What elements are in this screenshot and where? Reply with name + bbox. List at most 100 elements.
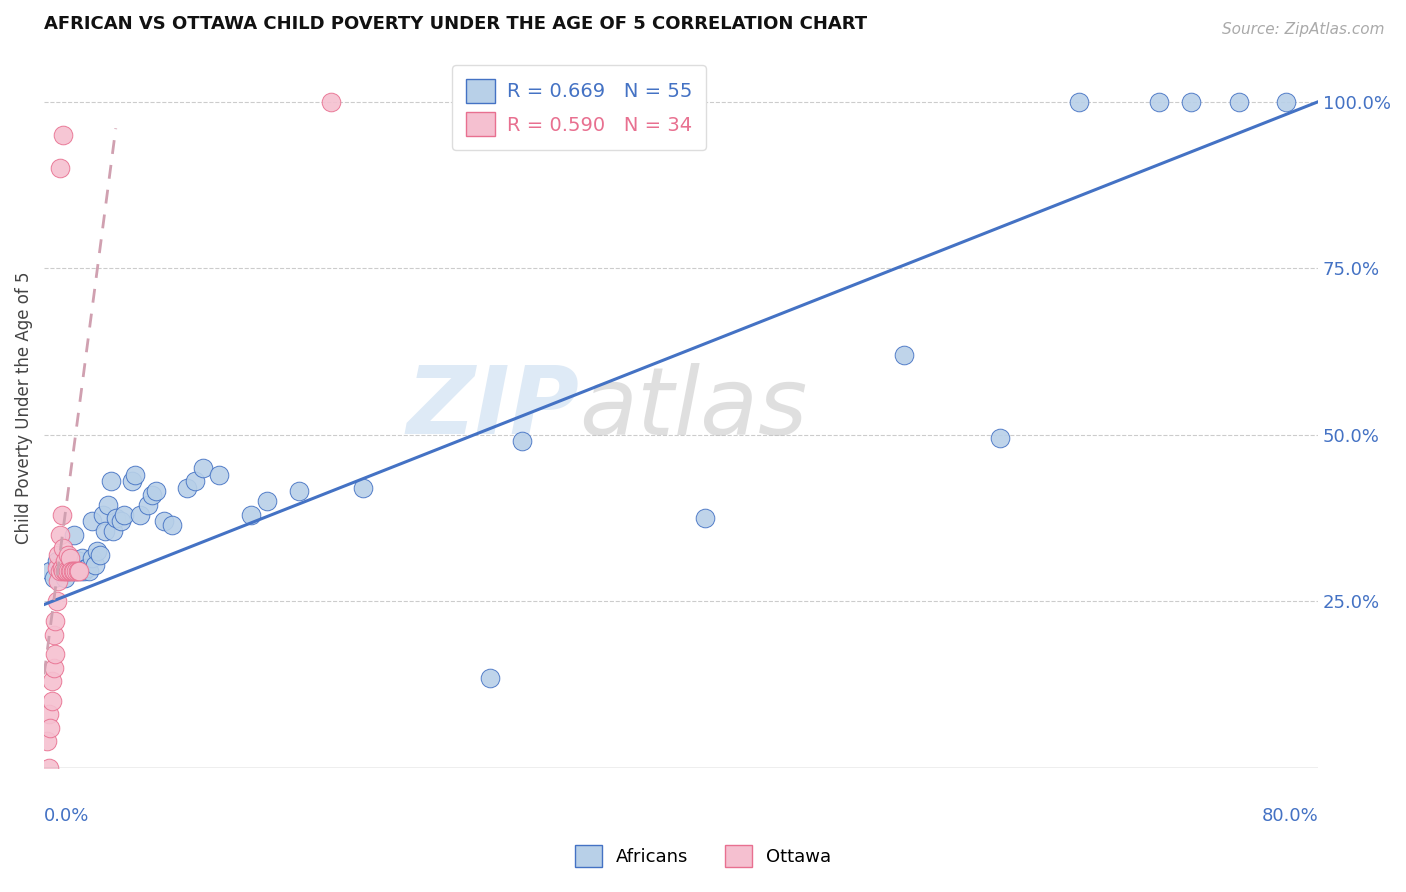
Point	[53, 571, 76, 585]
Point	[42, 571, 65, 585]
Point	[58, 561, 80, 575]
Point	[62, 564, 84, 578]
Point	[48, 548, 70, 562]
Point	[66, 564, 89, 578]
Point	[124, 467, 146, 482]
Point	[184, 475, 207, 489]
Point	[80, 550, 103, 565]
Point	[41, 694, 63, 708]
Point	[49, 564, 72, 578]
Legend: R = 0.669   N = 55, R = 0.590   N = 34: R = 0.669 N = 55, R = 0.590 N = 34	[453, 65, 706, 150]
Point	[77, 564, 100, 578]
Point	[1227, 95, 1250, 109]
Point	[67, 554, 90, 568]
Point	[160, 517, 183, 532]
Point	[41, 674, 63, 689]
Point	[893, 348, 915, 362]
Point	[52, 564, 75, 578]
Point	[73, 564, 96, 578]
Point	[42, 627, 65, 641]
Point	[38, 707, 60, 722]
Text: 0.0%: 0.0%	[44, 807, 90, 825]
Point	[1147, 95, 1170, 109]
Point	[136, 498, 159, 512]
Point	[240, 508, 263, 522]
Point	[56, 564, 79, 578]
Point	[89, 548, 111, 562]
Point	[48, 574, 70, 589]
Point	[193, 461, 215, 475]
Point	[63, 564, 86, 578]
Point	[44, 648, 66, 662]
Text: AFRICAN VS OTTAWA CHILD POVERTY UNDER THE AGE OF 5 CORRELATION CHART: AFRICAN VS OTTAWA CHILD POVERTY UNDER TH…	[44, 15, 868, 33]
Point	[288, 484, 311, 499]
Point	[42, 661, 65, 675]
Point	[62, 561, 84, 575]
Point	[97, 498, 120, 512]
Point	[51, 561, 73, 575]
Point	[145, 484, 167, 499]
Point	[56, 548, 79, 562]
Point	[56, 564, 79, 578]
Point	[69, 564, 91, 578]
Point	[66, 554, 89, 568]
Point	[319, 95, 342, 109]
Point	[52, 558, 75, 572]
Point	[104, 511, 127, 525]
Point	[52, 128, 75, 142]
Point	[100, 475, 122, 489]
Point	[510, 434, 533, 449]
Point	[208, 467, 231, 482]
Point	[112, 508, 135, 522]
Point	[49, 564, 72, 578]
Point	[1069, 95, 1091, 109]
Point	[45, 561, 67, 575]
Point	[38, 761, 60, 775]
Point	[39, 721, 62, 735]
Point	[141, 488, 163, 502]
Text: ZIP: ZIP	[406, 362, 579, 454]
Point	[176, 481, 198, 495]
Point	[49, 161, 72, 176]
Point	[121, 475, 143, 489]
Point	[1275, 95, 1298, 109]
Point	[75, 561, 97, 575]
Point	[65, 564, 87, 578]
Point	[352, 481, 374, 495]
Point	[63, 527, 86, 541]
Point	[128, 508, 150, 522]
Point	[110, 514, 132, 528]
Text: Source: ZipAtlas.com: Source: ZipAtlas.com	[1222, 22, 1385, 37]
Point	[49, 527, 72, 541]
Point	[44, 614, 66, 628]
Text: atlas: atlas	[579, 362, 807, 453]
Point	[988, 431, 1011, 445]
Point	[55, 564, 77, 578]
Point	[52, 541, 75, 555]
Point	[45, 554, 67, 568]
Point	[67, 564, 90, 578]
Point	[91, 508, 114, 522]
Legend: Africans, Ottawa: Africans, Ottawa	[568, 838, 838, 874]
Y-axis label: Child Poverty Under the Age of 5: Child Poverty Under the Age of 5	[15, 272, 32, 544]
Point	[65, 564, 87, 578]
Point	[55, 554, 77, 568]
Point	[51, 508, 73, 522]
Point	[93, 524, 115, 539]
Text: 80.0%: 80.0%	[1261, 807, 1319, 825]
Point	[53, 554, 76, 568]
Point	[1180, 95, 1202, 109]
Point	[37, 734, 59, 748]
Point	[693, 511, 716, 525]
Point	[152, 514, 174, 528]
Point	[58, 550, 80, 565]
Point	[84, 558, 107, 572]
Point	[479, 671, 502, 685]
Point	[39, 564, 62, 578]
Point	[45, 594, 67, 608]
Point	[76, 561, 98, 575]
Point	[256, 494, 278, 508]
Point	[60, 564, 83, 578]
Point	[72, 550, 94, 565]
Point	[58, 564, 80, 578]
